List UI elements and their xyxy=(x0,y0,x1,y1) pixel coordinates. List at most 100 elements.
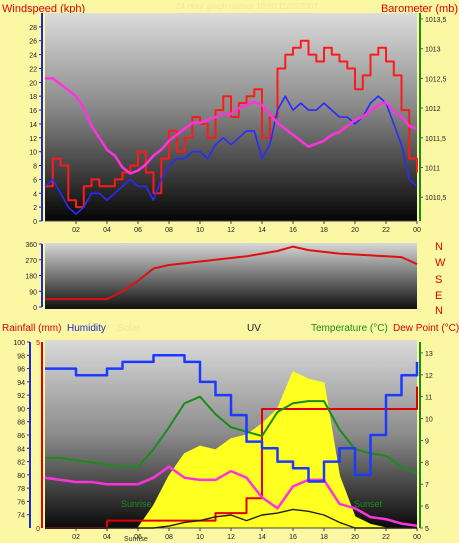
weather-x-axis: 02 04 06 08 10 12 14 16 18 20 22 00 xyxy=(45,527,421,541)
wind-x-tick-label: 10 xyxy=(196,227,204,234)
rain-axis-tick-label: 0 xyxy=(36,526,40,533)
weather-x-tick-label: 14 xyxy=(258,534,266,541)
humidity-axis-tick-label: 100 xyxy=(13,340,25,347)
humidity-axis-tick-label: 88 xyxy=(17,420,25,427)
windspeed-line xyxy=(45,39,418,209)
direction-axis-tick-label: 90 xyxy=(29,289,37,296)
wind-x-tick-label: 22 xyxy=(382,227,390,234)
temperature-axis-tick-label: 6 xyxy=(425,504,429,511)
wind-x-tick-label: 02 xyxy=(72,227,80,234)
windspeed-axis-tick-label: 16 xyxy=(29,108,37,115)
weather-x-tick-label: 08 xyxy=(165,534,173,541)
windspeed-label: Windspeed (kph) xyxy=(2,3,85,15)
compass-n-top: N xyxy=(435,241,443,253)
weather-x-tick-label: 22 xyxy=(382,534,390,541)
windspeed-axis-tick-label: 14 xyxy=(29,122,37,129)
barometer-axis-tick-label: 1010,5 xyxy=(425,195,447,202)
weather-x-tick-label: 20 xyxy=(351,534,359,541)
wind-x-tick-label: 00 xyxy=(413,227,421,234)
barometer-axis-tick-label: 1013,5 xyxy=(425,17,447,24)
wind-x-tick-label: 12 xyxy=(227,227,235,234)
humidity-axis-tick-label: 92 xyxy=(17,393,25,400)
wind-x-tick-label: 04 xyxy=(103,227,111,234)
temperature-axis-tick-label: 7 xyxy=(425,482,429,489)
humidity-axis-tick-label: 84 xyxy=(17,446,25,453)
humidity-label: Humidity xyxy=(67,323,106,334)
sunset-label: Sunset xyxy=(354,499,383,509)
windspeed-axis-tick-label: 18 xyxy=(29,94,37,101)
wind-x-tick-label: 06 xyxy=(134,227,142,234)
temperature-axis-tick-label: 9 xyxy=(425,438,429,445)
windspeed-axis-tick-label: 10 xyxy=(29,150,37,157)
uv-line xyxy=(45,508,417,529)
wind-x-tick-label: 08 xyxy=(165,227,173,234)
weather-x-tick-label: 02 xyxy=(72,534,80,541)
windspeed-axis-tick-label: 20 xyxy=(29,80,37,87)
humidity-line xyxy=(45,354,419,483)
temperature-axis-tick-label: 8 xyxy=(425,460,429,467)
weather-x-tick-label: 06 xyxy=(134,534,142,541)
dewpoint-label: Dew Point (°C) xyxy=(393,323,459,334)
windspeed-axis-tick-label: 6 xyxy=(33,177,37,184)
humidity-axis-tick-label: 86 xyxy=(17,433,25,440)
temperature-axis-tick-label: 5 xyxy=(425,526,429,533)
humidity-axis-tick-label: 82 xyxy=(17,460,25,467)
humidity-axis-tick-label: 78 xyxy=(17,486,25,493)
compass-labels: N W S E N xyxy=(435,241,446,317)
barometer-axis-tick-label: 1012,5 xyxy=(425,76,447,83)
compass-e: E xyxy=(435,290,442,302)
wind-x-tick-label: 18 xyxy=(320,227,328,234)
windspeed-axis-tick-label: 8 xyxy=(33,164,37,171)
compass-w: W xyxy=(435,257,446,269)
humidity-axis-tick-label: 96 xyxy=(17,367,25,374)
wind-average-line xyxy=(44,95,418,215)
humidity-axis-tick-label: 90 xyxy=(17,406,25,413)
weather-x-tick-label: 12 xyxy=(227,534,235,541)
humidity-axis-tick-label: 74 xyxy=(17,513,25,520)
wind-x-tick-label: 16 xyxy=(289,227,297,234)
weather-x-tick-label: 00 xyxy=(413,534,421,541)
dewpoint-line xyxy=(44,465,418,528)
windspeed-axis-tick-label: 24 xyxy=(29,53,37,60)
compass-n-bottom: N xyxy=(435,305,443,317)
humidity-axis-tick-label: 80 xyxy=(17,473,25,480)
direction-axis-tick-label: 360 xyxy=(25,242,37,249)
barometer-axis-tick-label: 1011,5 xyxy=(425,136,446,143)
barometer-axis-tick-label: 1013 xyxy=(425,47,441,54)
wind-x-tick-label: 20 xyxy=(351,227,359,234)
weather-x-tick-label: 04 xyxy=(103,534,111,541)
windspeed-axis-tick-label: 2 xyxy=(33,205,37,212)
barometer-line xyxy=(45,77,418,175)
barometer-label: Barometer (mb) xyxy=(381,3,458,15)
weather-x-tick-label: 10 xyxy=(196,534,204,541)
wind-series xyxy=(44,39,418,215)
humidity-axis-tick-label: 76 xyxy=(17,499,25,506)
weather-x-tick-label: 18 xyxy=(320,534,328,541)
graph-title: 24 Hour graph update 10:00 11/05/2007 xyxy=(176,2,318,11)
windspeed-axis-tick-label: 12 xyxy=(29,136,37,143)
weather-x-tick-label: 16 xyxy=(289,534,297,541)
windspeed-axis-tick-label: 22 xyxy=(29,66,37,73)
temperature-label: Temperature (°C) xyxy=(311,323,388,334)
humidity-y-axis: 74 76 78 80 82 84 86 88 90 92 94 96 98 100 0 5 xyxy=(13,340,43,533)
direction-y-axis: 0 90 180 270 360 xyxy=(25,242,43,312)
temperature-y-axis: 5 6 7 8 9 10 11 12 13 xyxy=(419,342,433,533)
sunrise-axis-label: Sunrise xyxy=(124,536,148,543)
compass-s: S xyxy=(435,274,442,286)
weather-series xyxy=(44,354,419,529)
rainfall-label: Rainfall (mm) xyxy=(2,323,61,334)
windspeed-axis-tick-label: 0 xyxy=(33,219,37,226)
direction-axis-tick-label: 180 xyxy=(25,274,37,281)
barometer-y-axis: 1010,5 1011 1011,5 1012 1012,5 1013 1013,5 xyxy=(419,13,447,221)
solar-label: Solar xyxy=(117,323,141,334)
wind-x-axis: 02 04 06 08 10 12 14 16 18 20 22 00 xyxy=(45,220,421,234)
rainfall-line xyxy=(45,386,418,529)
temperature-axis-tick-label: 10 xyxy=(425,417,433,424)
uv-label: UV xyxy=(247,323,261,334)
rain-axis-tick-label: 5 xyxy=(36,340,40,347)
humidity-axis-tick-label: 94 xyxy=(17,380,25,387)
windspeed-axis-tick-label: 4 xyxy=(33,191,37,198)
humidity-axis-tick-label: 98 xyxy=(17,353,25,360)
direction-series xyxy=(45,245,418,301)
